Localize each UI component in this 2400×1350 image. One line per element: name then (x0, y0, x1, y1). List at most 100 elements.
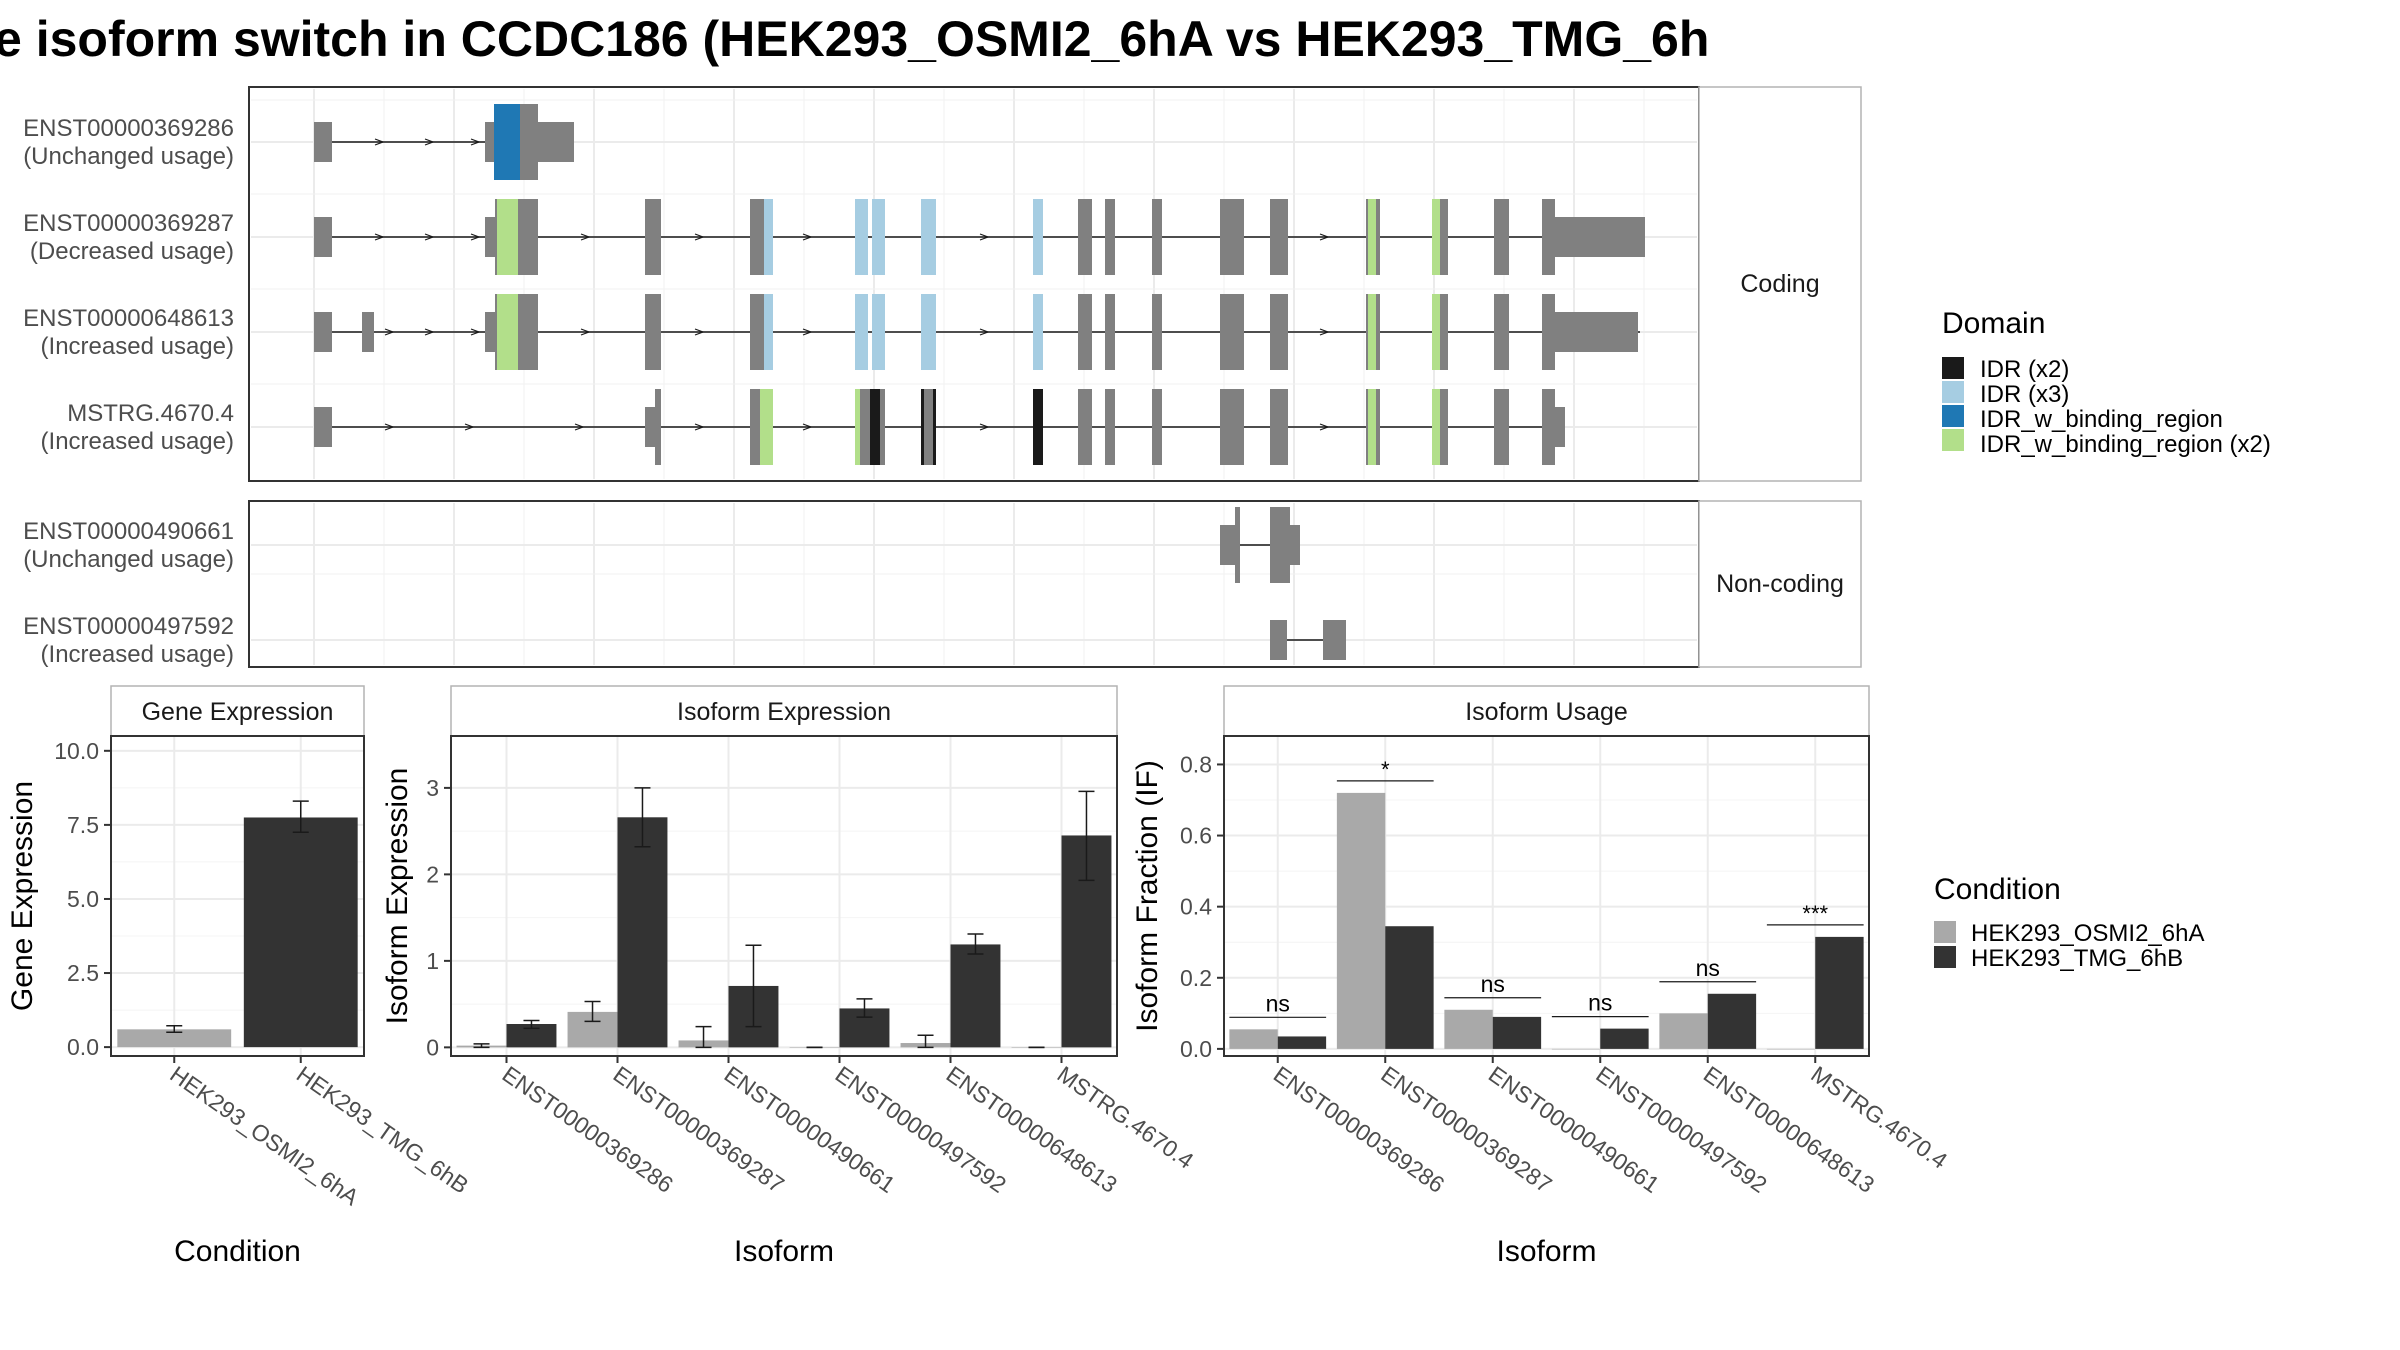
exon (362, 312, 374, 352)
exon (1152, 294, 1162, 370)
domain-region (497, 199, 518, 275)
intron-arrow (802, 233, 813, 241)
intron-arrow (1319, 328, 1330, 336)
y-tick-label: 1 (426, 948, 439, 974)
y-tick-label: 10.0 (54, 738, 99, 764)
bar (1444, 1009, 1493, 1049)
domain-region (872, 294, 885, 370)
bar (506, 1024, 557, 1048)
exon (645, 407, 655, 447)
exon (538, 122, 574, 162)
bar (243, 817, 358, 1048)
intron-arrow (979, 233, 990, 241)
intron-arrow (464, 423, 475, 431)
domain-region (497, 294, 518, 370)
significance-label: ns (1588, 990, 1612, 1016)
transcript-structure-1 (314, 199, 1645, 275)
domain-region (855, 389, 860, 465)
intron-arrow (802, 328, 813, 336)
intron-arrow (580, 328, 591, 336)
y-tick-label: 0.8 (1180, 751, 1212, 777)
y-axis-title: Isoform Fraction (IF) (1131, 760, 1164, 1032)
y-tick-label: 0.0 (1180, 1036, 1212, 1062)
transcript-structure-panel: Coding Non-coding ENST00000369286(Unchan… (23, 86, 1862, 668)
intron-arrow (694, 233, 705, 241)
intron-arrow (979, 423, 990, 431)
exon (485, 217, 495, 257)
exon (1235, 507, 1240, 583)
y-tick-label: 0.4 (1180, 894, 1212, 920)
intron-arrow (470, 233, 481, 241)
y-tick-label: 7.5 (67, 812, 99, 838)
bar (1551, 1048, 1601, 1050)
chart-strip (450, 685, 1118, 737)
isoform-expression-chart: Isoform Expression0123ENST00000369286ENS… (381, 685, 1199, 1268)
exon (1494, 389, 1509, 465)
isoform-usage-chart: Isoform Usage 0.0 0.2 0.4 0.6 0.8 ns * ns ns ns ***… (1131, 685, 1952, 1268)
intron-arrow (470, 328, 481, 336)
domain-region (1033, 199, 1043, 275)
y-tick-label: 5.0 (67, 886, 99, 912)
condition-legend-title: Condition (1934, 873, 2061, 906)
domain-region (872, 199, 885, 275)
transcript-structure-5 (1270, 620, 1346, 660)
transcript-id-label: ENST00000369287 (23, 210, 234, 237)
significance-label: ns (1481, 971, 1505, 997)
intron-arrow (694, 328, 705, 336)
significance-label: * (1381, 757, 1390, 782)
domain-region (764, 199, 773, 275)
intron-arrow (1319, 423, 1330, 431)
intron-arrow (694, 423, 705, 431)
y-tick-label: 0.0 (67, 1034, 99, 1060)
transcript-usage-label: (Increased usage) (41, 641, 234, 668)
transcript-usage-label: (Unchanged usage) (23, 546, 234, 573)
intron-arrow (470, 138, 481, 146)
exon (1555, 217, 1645, 257)
exon (485, 312, 495, 352)
domain-region (855, 199, 868, 275)
domain-region (1033, 389, 1043, 465)
intron-arrow (384, 423, 395, 431)
intron-arrow (424, 138, 435, 146)
exon (1220, 294, 1244, 370)
exon (1494, 199, 1509, 275)
domain-region (921, 389, 924, 465)
bar (1600, 1028, 1649, 1049)
transcript-structure-3 (314, 389, 1565, 465)
exon (655, 389, 661, 465)
y-axis-title: Gene Expression (6, 781, 39, 1011)
legend-label-cond-b: HEK293_TMG_6hB (1971, 945, 2183, 972)
chart-strip (110, 685, 365, 737)
coding-facet-panel (248, 86, 1700, 482)
domain-region (760, 389, 773, 465)
coding-facet-label: Coding (1740, 270, 1819, 298)
legend-label-idr-w-binding-x2: IDR_w_binding_region (x2) (1980, 431, 2271, 458)
exon (1105, 199, 1115, 275)
intron-arrow (1319, 233, 1330, 241)
x-axis-title: Isoform (1496, 1235, 1596, 1268)
transcript-usage-label: (Increased usage) (41, 333, 234, 360)
intron-arrow (424, 328, 435, 336)
bar (117, 1029, 232, 1048)
legend-key-cond-b (1934, 946, 1956, 968)
legend-label-idr-w-binding: IDR_w_binding_region (1980, 406, 2223, 433)
condition-legend: Condition HEK293_OSMI2_6hA HEK293_TMG_6h… (1934, 873, 2204, 972)
intron-arrow (384, 328, 395, 336)
domain-region (1368, 294, 1376, 370)
plot-frame (1223, 735, 1870, 1057)
exon (1270, 507, 1290, 583)
exon (1542, 294, 1555, 370)
x-axis-title: Isoform (734, 1235, 834, 1268)
exon (1220, 199, 1244, 275)
exon (1270, 294, 1288, 370)
legend-key-idr-w-binding-x2 (1942, 429, 1964, 451)
intron-arrow (374, 233, 385, 241)
intron-arrow (580, 233, 591, 241)
y-tick-label: 0 (426, 1034, 439, 1060)
domain-region (1368, 199, 1376, 275)
noncoding-facet-strip (1698, 500, 1862, 668)
exon (1078, 199, 1092, 275)
significance-label: ns (1696, 955, 1720, 981)
figure-title: e isoform switch in CCDC186 (HEK293_OSMI… (0, 11, 1709, 67)
